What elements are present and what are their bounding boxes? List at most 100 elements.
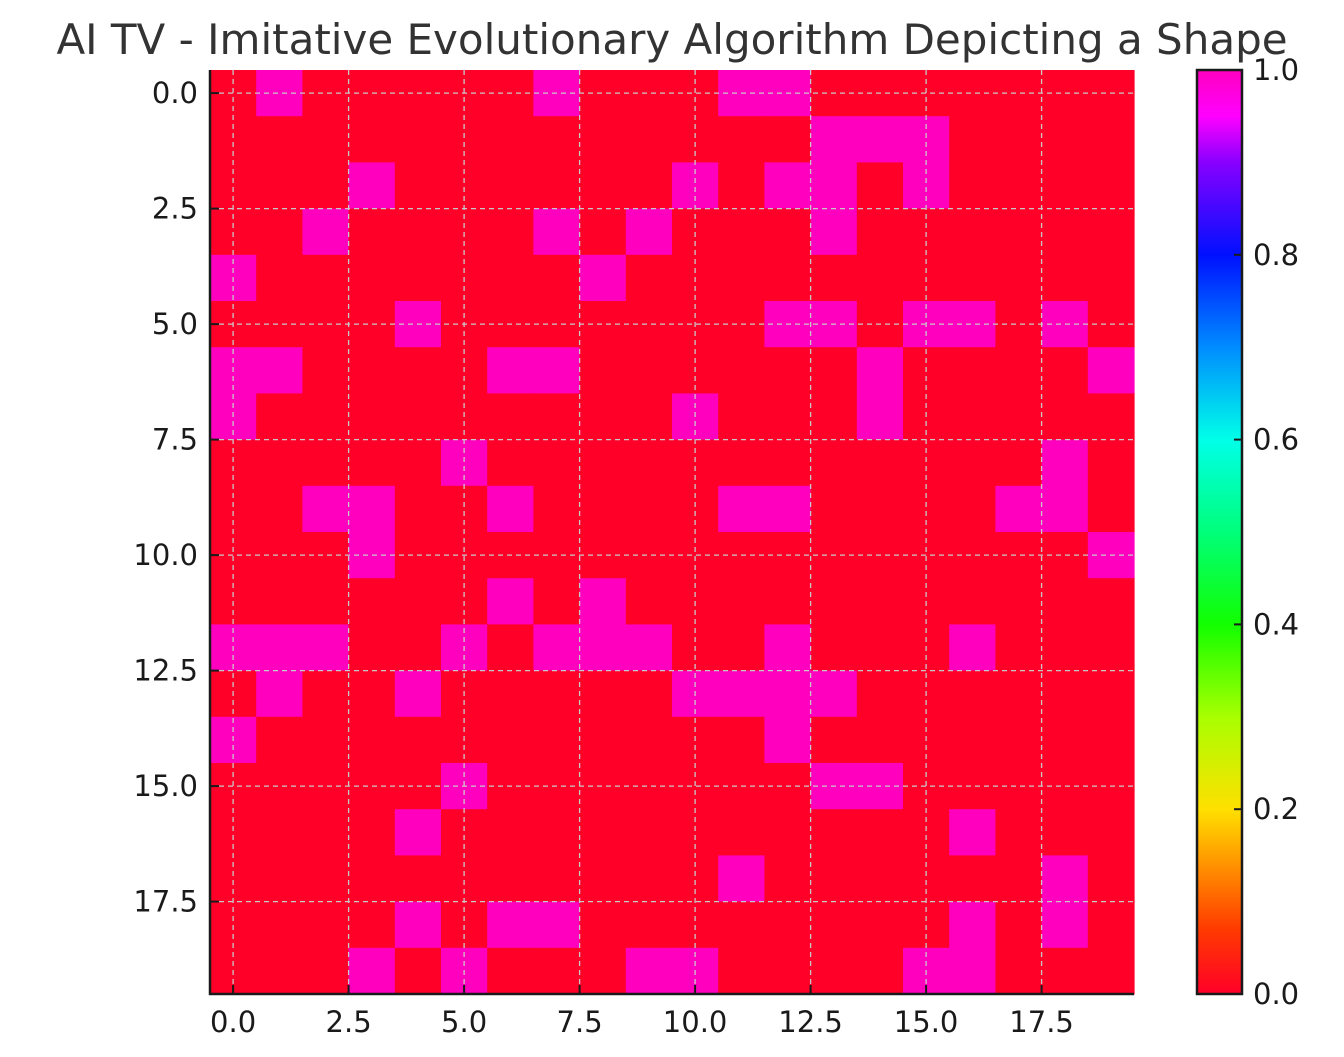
heatmap-cell <box>579 855 627 903</box>
heatmap-cell <box>995 254 1043 302</box>
heatmap-cell <box>949 116 996 163</box>
heatmap-cell <box>579 947 627 995</box>
heatmap-cell <box>764 162 812 210</box>
heatmap-cell <box>302 485 350 533</box>
heatmap-cell <box>949 208 996 256</box>
heatmap-cell <box>394 116 442 163</box>
colorbar-tick-label: 1.0 <box>1253 53 1299 87</box>
y-tick-label: 15.0 <box>133 769 198 803</box>
heatmap-cell <box>1087 439 1135 487</box>
heatmap-cell <box>949 809 996 856</box>
heatmap-cell <box>302 947 350 995</box>
heatmap-cell <box>579 116 627 163</box>
heatmap-cell <box>1041 624 1089 672</box>
heatmap-cell <box>487 162 534 210</box>
heatmap-cell <box>810 439 858 487</box>
heatmap-cell <box>487 578 534 625</box>
heatmap-cell <box>995 116 1043 163</box>
heatmap-cell <box>1087 347 1135 394</box>
heatmap-cell <box>348 901 396 949</box>
heatmap-cell <box>856 254 904 302</box>
x-axis: 0.0 2.5 5.0 7.5 10.0 12.5 15.0 17.5 <box>210 985 1074 1039</box>
heatmap-cell <box>718 254 765 302</box>
heatmap-cell <box>302 624 350 672</box>
heatmap-cell <box>625 624 673 672</box>
heatmap-cell <box>1041 347 1089 394</box>
heatmap-cell <box>533 393 581 441</box>
heatmap-cell <box>856 208 904 256</box>
heatmap-cell <box>256 578 303 625</box>
heatmap-cell <box>302 347 350 394</box>
heatmap-cell <box>1087 809 1135 856</box>
heatmap-cell <box>718 347 765 394</box>
y-tick-label: 0.0 <box>152 76 198 110</box>
heatmap-cell <box>949 716 996 764</box>
heatmap-cell <box>1041 578 1089 625</box>
x-tick-label: 15.0 <box>894 1005 959 1039</box>
heatmap-cell <box>810 947 858 995</box>
heatmap-cell <box>718 116 765 163</box>
heatmap-cell <box>256 947 303 995</box>
heatmap-cell <box>348 347 396 394</box>
heatmap-cell <box>625 70 673 117</box>
heatmap-cell <box>394 809 442 856</box>
heatmap-cell <box>995 809 1043 856</box>
heatmap-cell <box>579 393 627 441</box>
y-tick-label: 12.5 <box>133 654 198 688</box>
heatmap-cell <box>764 670 812 718</box>
heatmap-cell <box>348 578 396 625</box>
heatmap-cell <box>533 670 581 718</box>
heatmap-cell <box>810 624 858 672</box>
heatmap-cell <box>302 670 350 718</box>
heatmap-cell <box>348 162 396 210</box>
heatmap-cell <box>995 901 1043 949</box>
heatmap-cell <box>1087 393 1135 441</box>
heatmap-cell <box>949 485 996 533</box>
heatmap-cell <box>625 670 673 718</box>
heatmap-cell <box>579 578 627 625</box>
colorbar-tick-label: 0.6 <box>1253 423 1299 457</box>
heatmap-cell <box>533 855 581 903</box>
heatmap-cell <box>949 670 996 718</box>
heatmap-cell <box>718 809 765 856</box>
heatmap-cell <box>718 208 765 256</box>
heatmap-cell <box>256 116 303 163</box>
heatmap-cell <box>533 809 581 856</box>
heatmap-cell <box>949 947 996 995</box>
heatmap-cell <box>625 301 673 348</box>
heatmap-cell <box>995 716 1043 764</box>
heatmap-cell <box>579 439 627 487</box>
heatmap-cell <box>533 162 581 210</box>
heatmap-cell <box>718 716 765 764</box>
heatmap-cell <box>256 809 303 856</box>
heatmap-cell <box>394 716 442 764</box>
heatmap-cell <box>302 809 350 856</box>
heatmap-cell <box>1041 254 1089 302</box>
heatmap-cell <box>1041 716 1089 764</box>
heatmap-cell <box>949 439 996 487</box>
heatmap-cell <box>348 439 396 487</box>
heatmap-cell <box>718 485 765 533</box>
heatmap-cell <box>1087 254 1135 302</box>
heatmap-cell <box>810 716 858 764</box>
heatmap-cell <box>810 254 858 302</box>
heatmap-cell <box>1041 116 1089 163</box>
heatmap-cell <box>533 485 581 533</box>
x-tick-label: 17.5 <box>1009 1005 1074 1039</box>
heatmap-cell <box>810 670 858 718</box>
heatmap-cell <box>487 855 534 903</box>
heatmap-cell <box>625 947 673 995</box>
heatmap-cell <box>394 485 442 533</box>
heatmap-cell <box>256 624 303 672</box>
heatmap-cell <box>579 901 627 949</box>
heatmap-cell <box>533 716 581 764</box>
heatmap-cell <box>625 901 673 949</box>
heatmap-cell <box>764 393 812 441</box>
heatmap-cell <box>718 901 765 949</box>
heatmap-cell <box>856 485 904 533</box>
heatmap-cell <box>348 485 396 533</box>
heatmap-cell <box>348 716 396 764</box>
heatmap-cell <box>1087 855 1135 903</box>
heatmap-cell <box>1041 208 1089 256</box>
y-tick-label: 7.5 <box>152 423 198 457</box>
